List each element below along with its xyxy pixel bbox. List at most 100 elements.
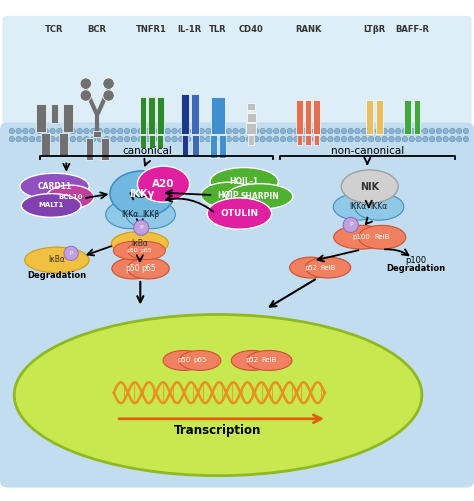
Circle shape [104,136,109,142]
Circle shape [368,128,374,134]
Circle shape [16,136,21,142]
FancyBboxPatch shape [41,133,50,156]
Circle shape [260,128,265,134]
Circle shape [355,128,360,134]
Circle shape [56,136,62,142]
Text: RelB: RelB [320,265,336,271]
Ellipse shape [128,258,169,279]
Circle shape [138,128,143,134]
Circle shape [83,136,89,142]
Ellipse shape [137,166,190,202]
Circle shape [192,136,198,142]
Ellipse shape [113,241,151,260]
Ellipse shape [128,241,165,260]
FancyBboxPatch shape [414,100,420,134]
Circle shape [83,128,89,134]
Text: IL-1R: IL-1R [177,25,202,34]
Ellipse shape [341,170,398,203]
Circle shape [185,128,191,134]
Ellipse shape [333,193,383,220]
FancyBboxPatch shape [0,9,474,492]
Circle shape [9,136,15,142]
Circle shape [131,128,137,134]
Circle shape [321,128,327,134]
Circle shape [43,128,48,134]
Circle shape [152,128,157,134]
Circle shape [287,136,292,142]
Circle shape [165,136,171,142]
Text: LTβR: LTβR [364,25,385,34]
FancyBboxPatch shape [93,131,101,137]
Circle shape [103,90,114,101]
Text: Degradation: Degradation [27,271,86,280]
Circle shape [118,136,123,142]
Text: IKKα: IKKα [122,210,139,219]
Circle shape [429,136,435,142]
Text: p52: p52 [246,358,259,363]
Circle shape [294,136,299,142]
Circle shape [199,128,204,134]
Circle shape [80,90,91,101]
Circle shape [239,136,245,142]
Circle shape [152,136,157,142]
Text: canonical: canonical [122,146,172,156]
Circle shape [80,78,91,89]
Text: MALT1: MALT1 [38,202,64,208]
Text: IKKα: IKKα [349,202,366,211]
Circle shape [50,136,55,142]
Circle shape [443,136,448,142]
Circle shape [253,136,259,142]
Ellipse shape [106,200,155,228]
Text: IKKα: IKKα [371,202,388,211]
Text: P: P [139,225,143,230]
Circle shape [23,128,28,134]
Ellipse shape [201,182,256,208]
Text: IκBα: IκBα [131,239,148,248]
Text: IKKβ: IKKβ [142,210,159,219]
Ellipse shape [21,193,81,217]
FancyBboxPatch shape [51,104,58,123]
FancyBboxPatch shape [314,135,319,145]
Text: RelB: RelB [262,358,277,363]
Circle shape [301,128,306,134]
Circle shape [348,136,354,142]
Circle shape [335,136,340,142]
Ellipse shape [210,167,278,196]
FancyBboxPatch shape [247,113,256,122]
FancyBboxPatch shape [149,135,155,148]
FancyBboxPatch shape [101,138,109,160]
Circle shape [111,128,116,134]
Circle shape [91,136,96,142]
Text: Degradation: Degradation [387,264,446,273]
Ellipse shape [179,351,221,370]
Circle shape [233,128,238,134]
Text: IκBα: IκBα [48,256,65,265]
Circle shape [409,128,414,134]
Circle shape [199,136,204,142]
Circle shape [463,128,469,134]
FancyBboxPatch shape [140,135,146,148]
Text: RelB: RelB [374,234,390,240]
Text: p52: p52 [304,265,317,271]
Circle shape [273,136,279,142]
Circle shape [64,246,78,261]
Circle shape [362,136,367,142]
Circle shape [456,136,462,142]
FancyBboxPatch shape [191,94,199,134]
FancyBboxPatch shape [86,138,93,160]
Circle shape [341,136,346,142]
Text: SHARPIN: SHARPIN [240,192,279,201]
Circle shape [402,136,408,142]
Circle shape [103,78,114,89]
Circle shape [382,136,387,142]
FancyBboxPatch shape [59,133,68,156]
Text: P: P [349,222,353,227]
Circle shape [192,128,198,134]
Circle shape [239,128,245,134]
Circle shape [212,136,218,142]
Circle shape [70,136,76,142]
Text: HOIL-1: HOIL-1 [229,177,259,186]
Circle shape [456,128,462,134]
Ellipse shape [112,258,154,279]
Circle shape [368,136,374,142]
